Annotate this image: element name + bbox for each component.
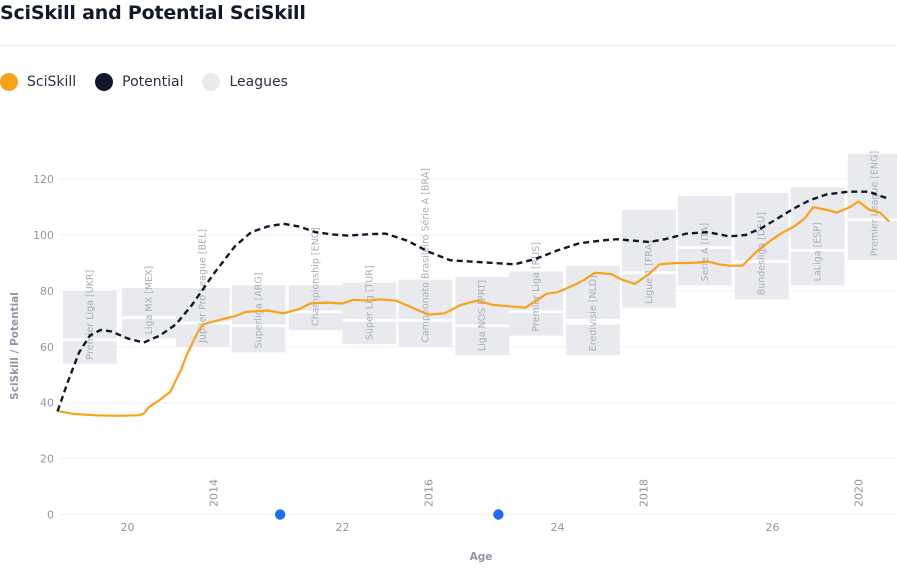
x-ticks: 20 22 24 26 bbox=[121, 521, 780, 534]
league-box-lower bbox=[342, 321, 397, 345]
year-tick-label: 2016 bbox=[423, 479, 436, 507]
league-box-lower bbox=[231, 327, 286, 353]
league-label: Premier League [ENG] bbox=[870, 151, 881, 256]
league-box-lower bbox=[734, 262, 789, 300]
league-label: Ligue 1 [FRA] bbox=[644, 240, 655, 304]
year-tick-label: 2014 bbox=[208, 479, 221, 507]
league-boxes: Premier Liga [UKR] Liga MX [MEX] Jupiler P… bbox=[63, 151, 897, 364]
event-marker bbox=[493, 509, 504, 520]
league-box-upper bbox=[122, 288, 176, 317]
x-tick-label: 24 bbox=[551, 521, 565, 534]
league-box-lower bbox=[398, 321, 453, 347]
series-line-sciskill bbox=[56, 200, 890, 417]
league-box-upper bbox=[622, 209, 676, 272]
y-tick-label: 120 bbox=[33, 173, 54, 186]
league-box-upper bbox=[231, 285, 286, 325]
league-box-lower bbox=[622, 274, 676, 308]
legend-dot-leagues bbox=[202, 73, 221, 91]
x-tick-label: 20 bbox=[121, 521, 135, 534]
chart-title: SciSkill and Potential SciSkill bbox=[0, 2, 306, 24]
legend-item-sciskill[interactable]: SciSkill bbox=[0, 73, 76, 91]
league-box-lower bbox=[790, 251, 845, 286]
league-box-lower bbox=[175, 324, 230, 347]
x-axis-title: Age bbox=[470, 551, 493, 563]
series-line-potential bbox=[56, 190, 889, 412]
y-axis-title: SciSkill / Potential bbox=[9, 292, 21, 400]
legend-label-potential: Potential bbox=[122, 74, 184, 90]
y-tick-label: 20 bbox=[40, 453, 54, 466]
league-label: Liga NOS [PRT] bbox=[477, 280, 488, 351]
league-box-upper bbox=[509, 271, 563, 311]
legend-dot-potential bbox=[95, 73, 114, 91]
league-box-upper bbox=[288, 285, 343, 311]
event-marker bbox=[274, 509, 286, 520]
y-tick-label: 0 bbox=[47, 509, 54, 522]
league-label: Premier Liga [UKR] bbox=[85, 270, 96, 360]
league-box-upper bbox=[677, 195, 732, 247]
x-tick-label: 26 bbox=[766, 521, 780, 534]
league-label: Liga MX [MEX] bbox=[144, 266, 155, 335]
league-label: Süper Lig [TUR] bbox=[364, 265, 375, 340]
y-tick-label: 100 bbox=[33, 229, 54, 242]
league-box-upper bbox=[455, 276, 510, 325]
league-box-upper bbox=[847, 153, 897, 219]
league-label: Serie A [ITA] bbox=[700, 223, 711, 282]
league-label: Championship [ENG] bbox=[311, 227, 322, 326]
league-label: Jupiler Pro League [BEL] bbox=[198, 229, 209, 344]
league-label: Bundesliga [DEU] bbox=[757, 212, 768, 295]
x-tick-label: 22 bbox=[336, 521, 350, 534]
league-box-lower bbox=[288, 313, 343, 331]
y-tick-label: 80 bbox=[40, 285, 54, 298]
league-label: Eredivisie [NLD] bbox=[588, 275, 599, 351]
league-box-lower bbox=[63, 341, 117, 364]
legend-dot-sciskill bbox=[0, 73, 18, 91]
y-tick-label: 40 bbox=[40, 397, 54, 410]
legend-label-sciskill: SciSkill bbox=[27, 74, 77, 90]
chart-legend: SciSkill Potential Leagues bbox=[0, 73, 307, 91]
league-label: Campeonato Brasileiro Série A [BRA] bbox=[420, 168, 431, 343]
legend-label-leagues: Leagues bbox=[229, 74, 288, 90]
league-box-lower bbox=[677, 248, 732, 286]
year-ticks: 2014 2016 2018 2020 bbox=[208, 479, 866, 507]
title-divider bbox=[0, 45, 897, 46]
league-label: LaLiga [ESP] bbox=[813, 222, 824, 281]
year-tick-label: 2020 bbox=[853, 479, 866, 507]
league-box-lower bbox=[847, 221, 897, 261]
league-label: Premier Liga [RUS] bbox=[531, 242, 542, 332]
league-box-upper bbox=[175, 288, 230, 322]
legend-item-potential[interactable]: Potential bbox=[95, 73, 183, 91]
league-box-lower bbox=[509, 313, 563, 336]
year-tick-label: 2018 bbox=[638, 479, 651, 507]
y-tick-label: 60 bbox=[40, 341, 54, 354]
league-box-lower bbox=[455, 327, 510, 356]
league-box-lower bbox=[566, 324, 620, 356]
legend-item-leagues[interactable]: Leagues bbox=[202, 73, 288, 91]
